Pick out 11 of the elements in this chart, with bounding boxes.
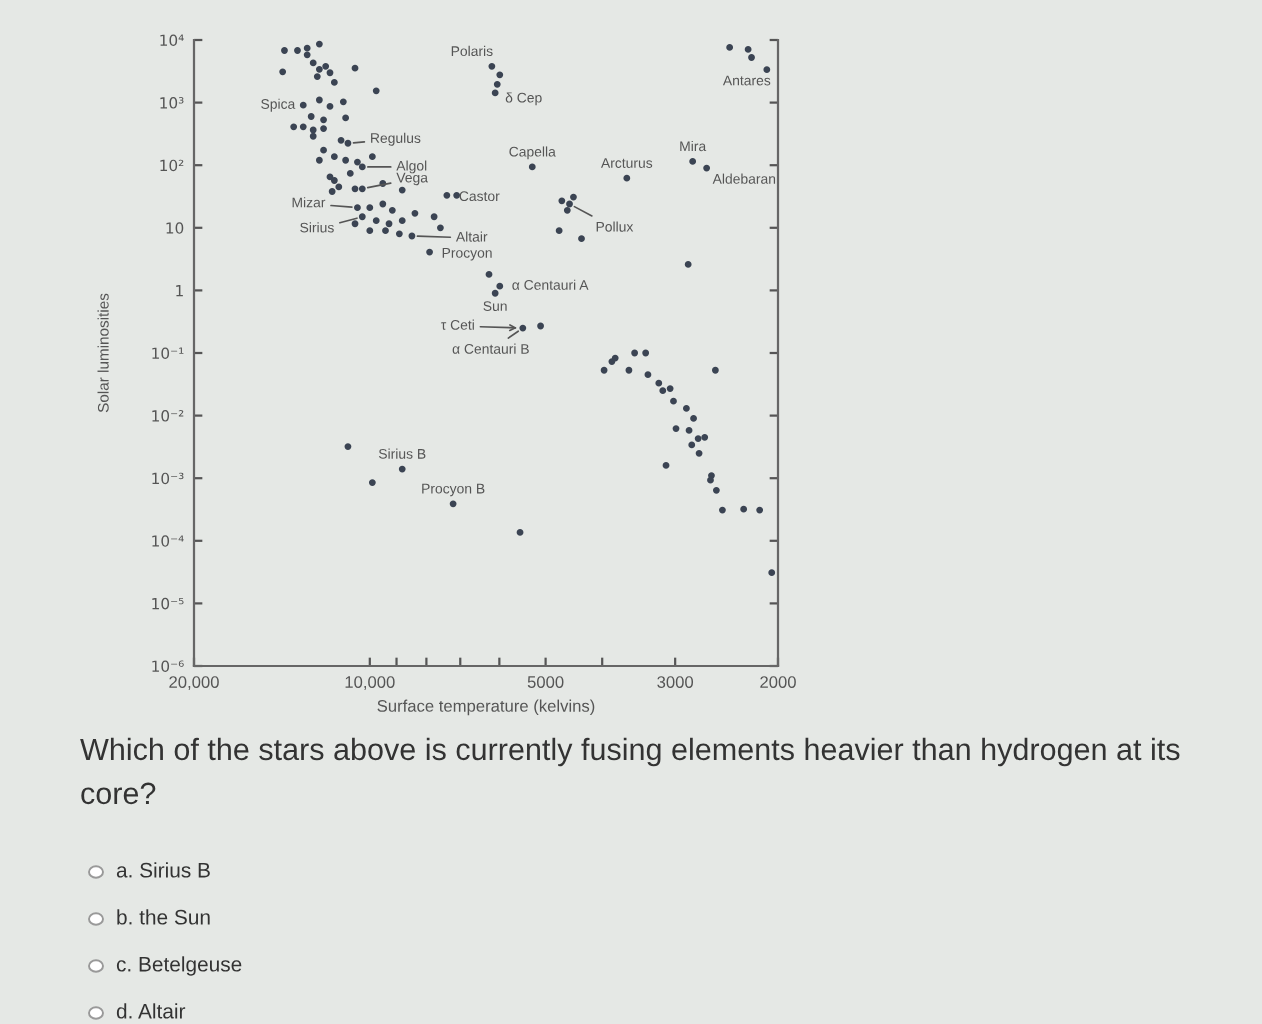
x-tick-label: 5000 — [527, 676, 564, 688]
text: b. the Sun — [117, 909, 210, 925]
x-axis-title: Surface temperature (kelvins) — [377, 699, 595, 716]
text: d. Altair — [116, 1003, 186, 1019]
text: c. Betelgeuse — [116, 956, 242, 976]
x-tick-label: 20,000 — [169, 676, 219, 690]
x-tick-label: 2000 — [760, 676, 796, 688]
x-tick-label: 10,000 — [345, 676, 395, 690]
x-tick-label: 3000 — [657, 676, 694, 688]
text: Which of the stars above is currently fusing elements heavier than hydrogen at its core? — [80, 737, 1180, 805]
text: a. Sirius B — [116, 862, 210, 878]
